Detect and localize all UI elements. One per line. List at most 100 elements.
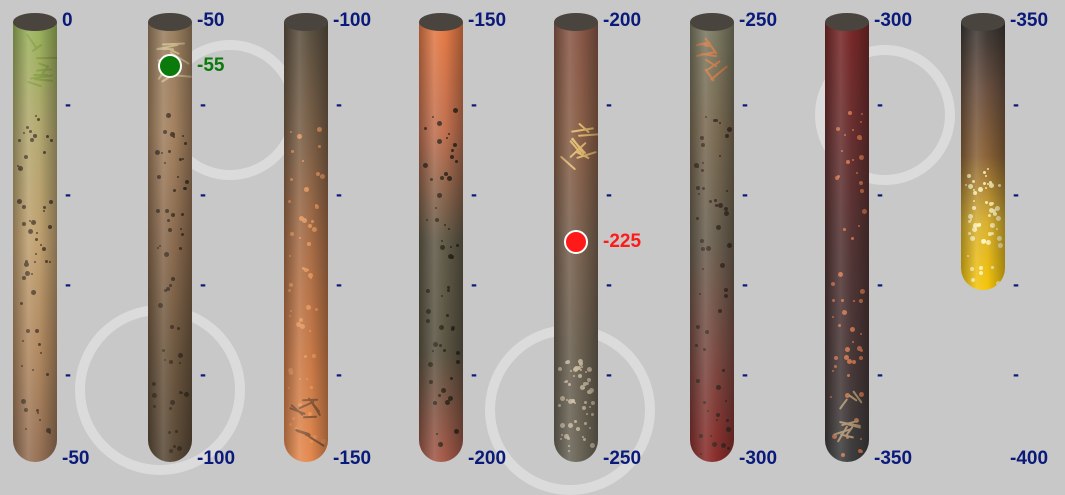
soil-speck [996,228,998,230]
soil-speck [302,160,304,162]
soil-speck [288,289,291,292]
soil-speck [451,326,455,330]
soil-speck [701,247,705,251]
soil-speck [978,187,983,192]
soil-speck [46,373,49,376]
soil-speck [170,132,175,137]
depth-tick: - [606,364,612,384]
soil-speck [832,299,835,302]
soil-speck [291,150,294,153]
soil-speck [50,139,53,142]
soil-speck [996,281,1001,286]
soil-speck [33,134,37,138]
soil-speck [22,205,26,209]
soil-speck [832,316,834,318]
soil-speck [429,380,433,384]
soil-speck [860,289,865,294]
soil-speck [440,176,444,180]
soil-speck [450,377,453,380]
soil-speck [992,209,996,213]
depth-tick: - [606,184,612,204]
soil-speck [164,359,166,361]
soil-speck [22,222,26,226]
soil-speck [712,442,717,447]
soil-speck [437,193,442,198]
soil-speck [152,393,157,398]
soil-speck [440,245,445,250]
soil-speck [590,443,595,448]
soil-speck [860,438,862,440]
soil-speck [834,365,837,368]
soil-speck [426,319,430,323]
soil-speck [972,206,976,210]
soil-speck [49,432,51,434]
soil-speck [989,183,994,188]
soil-speck [703,401,706,404]
soil-speck [584,422,587,425]
soil-speck [26,329,30,333]
soil-speck [860,121,862,123]
soil-speck [309,330,311,332]
soil-speck [859,181,863,185]
soil-speck [177,327,180,330]
soil-speck [578,359,583,364]
soil-speck [20,302,23,305]
soil-speck [726,190,728,192]
sample-marker[interactable] [564,230,588,254]
soil-speck [834,356,838,360]
soil-speck [169,407,172,410]
top-depth-label: -150 [468,10,507,31]
soil-speck [715,204,718,207]
soil-speck [21,399,26,404]
soil-speck [705,330,709,334]
soil-speck [436,433,438,435]
soil-speck [845,393,850,398]
soil-speck [39,419,41,421]
sample-marker[interactable] [158,54,182,78]
soil-speck [573,367,578,372]
soil-speck [985,175,987,177]
soil-speck [289,283,293,287]
soil-speck [306,305,311,310]
soil-speck [288,200,291,203]
soil-speck [696,325,700,329]
soil-speck [456,244,459,247]
soil-speck [321,439,326,444]
soil-speck [700,453,702,455]
depth-tick: - [471,274,477,294]
depth-tick: - [877,184,883,204]
soil-speck [447,286,450,289]
soil-speck [169,284,172,287]
soil-speck [850,327,855,332]
soil-speck [179,158,182,161]
soil-speck [164,289,167,292]
soil-speck [446,314,449,317]
depth-tick: - [742,184,748,204]
soil-core-tube [148,22,192,462]
soil-speck [859,155,864,160]
soil-speck [450,155,454,159]
soil-speck [170,325,174,329]
soil-speck [841,299,844,302]
soil-speck [166,287,170,291]
soil-speck [580,369,582,371]
soil-speck [455,160,458,163]
depth-column: 0 - - - - -50 [5,0,140,469]
soil-core-tube [690,22,734,462]
soil-speck [862,209,867,214]
depth-tick: - [65,364,71,384]
soil-speck [36,409,39,412]
soil-speck [589,369,591,371]
soil-speck [570,370,572,372]
soil-speck [727,243,732,248]
soil-speck [830,396,832,398]
soil-speck [163,130,167,134]
soil-speck [310,440,313,443]
depth-column: -50 - - - - -100 [140,0,275,469]
soil-speck [857,135,862,140]
soil-speck [184,392,189,397]
soil-speck [441,388,446,393]
soil-speck [860,349,863,352]
soil-speck [167,219,170,222]
soil-speck [699,434,703,438]
